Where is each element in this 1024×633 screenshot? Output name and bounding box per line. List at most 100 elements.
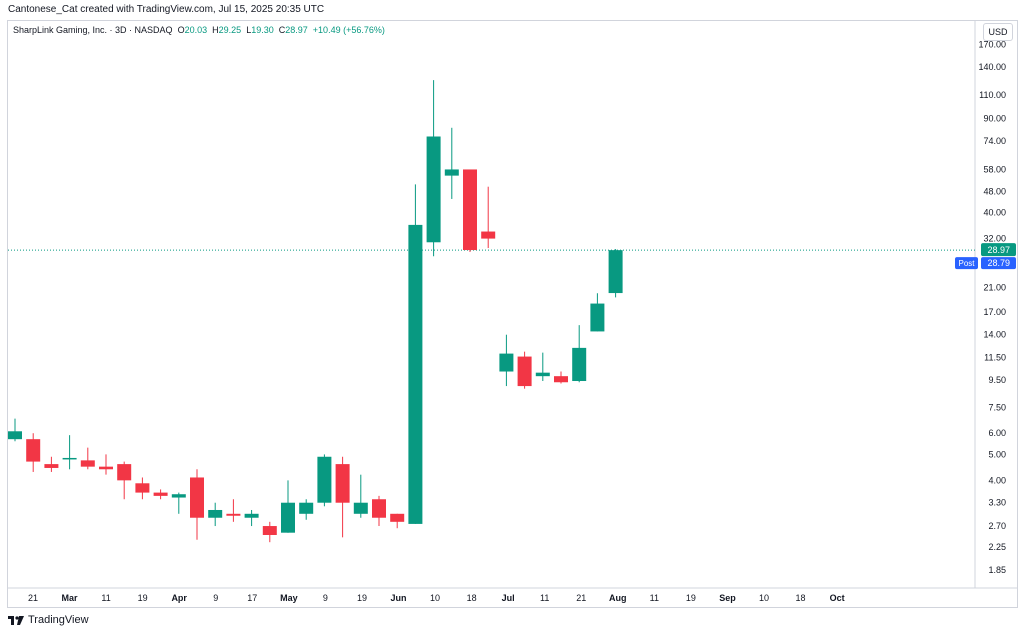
candle-body — [572, 347, 587, 382]
candle-body — [408, 224, 423, 524]
candle-body — [426, 136, 441, 243]
y-tick-label: 58.00 — [983, 164, 1006, 174]
y-tick-label: 5.00 — [988, 449, 1006, 459]
candle-body — [608, 250, 623, 294]
candle-body — [481, 231, 496, 239]
candle-body — [244, 513, 259, 518]
x-tick-label: 18 — [467, 593, 477, 603]
change-value: +10.49 (+56.76%) — [312, 25, 385, 35]
y-tick-label: 6.00 — [988, 428, 1006, 438]
x-tick-label: 9 — [323, 593, 328, 603]
candle-body — [226, 513, 241, 516]
candle-body — [99, 466, 113, 470]
y-tick-label: 2.70 — [988, 521, 1006, 531]
y-tick-label: 7.50 — [988, 402, 1006, 412]
footer-brand: TradingView — [28, 614, 89, 626]
y-tick-label: 74.00 — [983, 136, 1006, 146]
candle-body — [444, 169, 459, 176]
candle-body — [335, 464, 350, 503]
x-tick-label: Oct — [830, 593, 845, 603]
x-tick-label: Jun — [390, 593, 406, 603]
candle-body — [372, 499, 386, 518]
post-price-badge — [981, 257, 1016, 270]
x-tick-label: 19 — [138, 593, 148, 603]
x-tick-label: Jul — [502, 593, 515, 603]
y-tick-label: 90.00 — [983, 113, 1006, 123]
candle-body — [62, 457, 77, 460]
symbol-legend: SharpLink Gaming, Inc. · 3D · NASDAQ O20… — [13, 25, 385, 35]
y-tick-label: 21.00 — [983, 283, 1006, 293]
x-tick-label: 10 — [759, 593, 769, 603]
candle-body — [8, 431, 22, 440]
x-tick-label: 21 — [576, 593, 586, 603]
last-price-badge — [981, 243, 1016, 257]
open-label: O — [177, 25, 185, 35]
y-tick-label: 40.00 — [983, 208, 1006, 218]
low-value: 19.30 — [251, 25, 274, 35]
candle-body — [153, 492, 168, 496]
open-value: 20.03 — [184, 25, 208, 35]
x-tick-label: Apr — [171, 593, 187, 603]
candle-body — [190, 477, 204, 518]
tradingview-logo-icon — [8, 615, 24, 625]
x-tick-label: 11 — [540, 593, 549, 603]
candle-body — [281, 502, 295, 533]
y-tick-label: 9.50 — [988, 375, 1006, 385]
candle-body — [208, 509, 223, 518]
post-price-text: 28.79 — [987, 258, 1010, 268]
candle-body — [554, 376, 568, 383]
x-tick-label: Mar — [62, 593, 79, 603]
high-value: 29.25 — [218, 25, 242, 35]
candle-body — [390, 513, 405, 522]
last-price-text: 28.97 — [987, 245, 1010, 255]
x-tick-label: Aug — [609, 593, 627, 603]
close-value: 28.97 — [285, 25, 308, 35]
low-label: L — [246, 25, 252, 35]
high-label: H — [212, 25, 219, 35]
y-tick-label: 32.00 — [983, 234, 1006, 244]
candle-body — [44, 464, 59, 468]
tradingview-footer: TradingView — [8, 614, 89, 626]
candle-body — [26, 439, 41, 462]
x-tick-label: 21 — [28, 593, 38, 603]
y-tick-label: 48.00 — [983, 186, 1006, 196]
x-tick-label: 9 — [213, 593, 218, 603]
candle-body — [299, 502, 314, 514]
candle-body — [499, 353, 514, 372]
y-tick-label: 1.85 — [988, 565, 1006, 575]
symbol-name[interactable]: SharpLink Gaming, Inc. · 3D · NASDAQ — [13, 25, 173, 35]
x-tick-label: 18 — [796, 593, 806, 603]
candle-body — [262, 526, 277, 535]
y-tick-label: 4.00 — [988, 475, 1006, 485]
candle-body — [463, 169, 477, 251]
x-tick-label: 10 — [430, 593, 440, 603]
candle-body — [317, 456, 332, 503]
candle-body — [80, 460, 95, 467]
post-label: Post — [958, 259, 975, 268]
y-tick-label: 14.00 — [983, 330, 1006, 340]
post-badge — [955, 257, 978, 270]
chart-caption: Cantonese_Cat created with TradingView.c… — [8, 4, 325, 15]
chart-frame — [7, 20, 1018, 608]
candle-body — [117, 464, 132, 481]
candle-body — [171, 494, 186, 498]
y-tick-label: 2.25 — [988, 542, 1006, 552]
y-tick-label: 11.50 — [984, 353, 1006, 363]
candle-body — [590, 303, 605, 332]
x-tick-label: Sep — [719, 593, 736, 603]
x-tick-label: 17 — [247, 593, 257, 603]
y-tick-label: 140.00 — [978, 62, 1006, 72]
x-tick-label: 19 — [357, 593, 367, 603]
currency-button[interactable]: USD — [983, 23, 1013, 41]
y-tick-label: 3.30 — [988, 498, 1006, 508]
close-label: C — [278, 25, 286, 35]
y-tick-label: 17.00 — [983, 307, 1006, 317]
x-tick-label: May — [280, 593, 298, 603]
y-tick-label: 170.00 — [978, 39, 1006, 49]
candle-body — [535, 372, 550, 377]
candle-body — [135, 483, 150, 493]
x-tick-label: 11 — [101, 593, 110, 603]
x-tick-label: 19 — [686, 593, 696, 603]
candle-body — [353, 502, 368, 514]
